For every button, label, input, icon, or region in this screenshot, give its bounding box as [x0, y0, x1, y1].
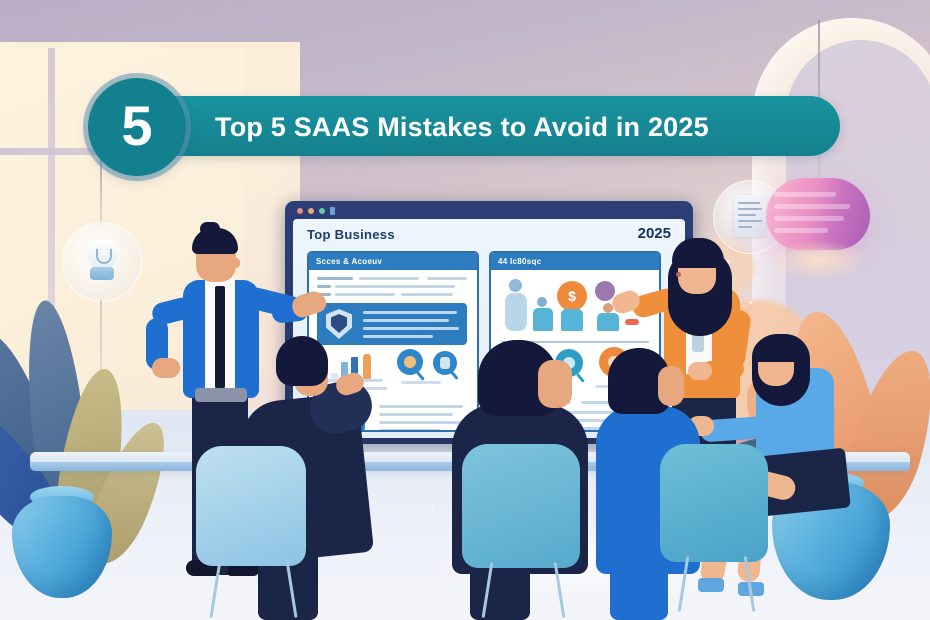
magnifier-handle: [416, 371, 425, 381]
shoe: [698, 578, 724, 592]
dollar-coin-icon: $: [557, 281, 587, 311]
arm-left-lower: [146, 318, 168, 370]
text-line: [317, 285, 331, 288]
screen-window-bar: [289, 205, 689, 217]
lamp-glow: [768, 240, 868, 280]
document-line: [738, 214, 756, 216]
belt: [195, 388, 247, 402]
lamp-stripe: [774, 204, 850, 209]
figure-head: [509, 279, 522, 292]
figure-head: [595, 281, 615, 301]
bar: [351, 357, 358, 379]
lamp-stripe: [774, 228, 828, 233]
figure-body: [533, 308, 553, 331]
face: [658, 366, 684, 406]
face: [538, 360, 572, 408]
text-line: [551, 419, 635, 422]
lightbulb-filament: [96, 249, 112, 264]
shield-card: [317, 303, 467, 345]
magnifier-handle: [450, 371, 459, 380]
text-line: [379, 405, 463, 408]
document-page: [734, 195, 766, 237]
text-line: [379, 429, 441, 430]
text-line: [363, 327, 459, 330]
necktie: [215, 286, 225, 390]
hair: [276, 336, 328, 386]
magnifier-lens-icon: [404, 356, 416, 368]
screen-panel-right-header: 44 Ic80sqc: [491, 253, 659, 270]
text-line: [335, 293, 395, 296]
text-line: [359, 277, 419, 280]
title-text: Top 5 SAAS Mistakes to Avoid in 2025: [215, 112, 709, 142]
bulb-cord-lower: [100, 300, 102, 410]
document-line: [738, 208, 762, 210]
number-badge: 5: [88, 78, 186, 176]
number-badge-value: 5: [121, 93, 153, 157]
sparkle-icon: ✦: [724, 257, 732, 267]
window-dot-extra-icon[interactable]: [330, 207, 335, 215]
window-dot-maximize-icon[interactable]: [319, 208, 325, 214]
window-dot-minimize-icon[interactable]: [308, 208, 314, 214]
screen-panel-left-header: Scces & Acoeuv: [309, 253, 477, 270]
sparkle-icon: ✦: [748, 300, 754, 307]
figure-body: [597, 313, 619, 331]
lightbulb-base: [90, 267, 114, 280]
text-line: [317, 293, 331, 296]
text-line: [379, 421, 465, 424]
leg: [470, 560, 530, 620]
text-line: [363, 335, 433, 338]
pendant-lamp-pink: [766, 178, 870, 250]
bar-highlight: [363, 354, 371, 379]
figure-body: [561, 309, 583, 331]
text-line: [363, 319, 449, 322]
screen-heading: Top Business: [307, 227, 395, 242]
window-dot-close-icon[interactable]: [297, 208, 303, 214]
screen-year: 2025: [637, 225, 671, 242]
hair-front: [752, 336, 800, 362]
lamp-stripe: [774, 192, 836, 197]
vase: [12, 496, 112, 598]
hand-right: [688, 362, 712, 380]
text-line: [427, 277, 467, 280]
divider: [501, 341, 649, 343]
text-line: [401, 293, 453, 296]
magnifier-lens-icon: [440, 357, 450, 369]
figure-head: [537, 297, 547, 307]
text-line: [317, 277, 353, 280]
text-line: [335, 285, 455, 288]
shield-inner-icon: [331, 314, 347, 333]
mouth: [676, 272, 681, 277]
chair[interactable]: [196, 446, 306, 566]
hair-tuft: [200, 222, 220, 236]
text-line: [551, 411, 647, 414]
text-line: [401, 381, 441, 384]
bulb-cord: [100, 150, 102, 224]
chair[interactable]: [660, 444, 768, 562]
people-figure-group: $: [491, 275, 659, 337]
pointer-accent: [625, 319, 639, 325]
magnifier-handle: [576, 373, 585, 383]
bar: [331, 373, 338, 379]
title-banner: [140, 96, 840, 156]
document-line: [738, 226, 752, 228]
document-line: [738, 202, 760, 204]
figure-body: [505, 293, 527, 331]
text-line: [363, 311, 457, 314]
text-line: [379, 413, 453, 416]
window-mullion-vertical: [48, 48, 55, 468]
figure-head: [603, 303, 613, 313]
ear: [232, 258, 240, 268]
chair[interactable]: [462, 444, 580, 568]
hand-left: [152, 358, 180, 378]
leg: [610, 552, 668, 620]
hair-front: [672, 238, 724, 268]
lightbulb-icon: [62, 222, 142, 302]
bar: [341, 362, 348, 379]
document-line: [738, 220, 762, 222]
sparkle-icon: ✦: [430, 505, 436, 511]
lamp-stripe: [774, 216, 844, 221]
